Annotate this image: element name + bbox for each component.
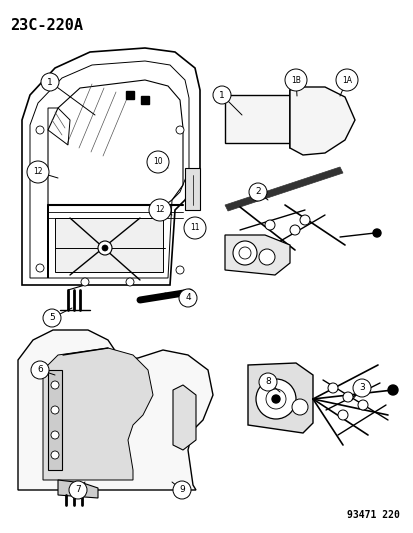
Circle shape bbox=[327, 383, 337, 393]
Circle shape bbox=[372, 229, 380, 237]
Bar bbox=[141, 96, 149, 104]
Bar bbox=[126, 91, 134, 99]
Text: 1: 1 bbox=[47, 77, 53, 86]
Polygon shape bbox=[173, 385, 195, 450]
Circle shape bbox=[173, 481, 190, 499]
Circle shape bbox=[36, 126, 44, 134]
Circle shape bbox=[183, 217, 206, 239]
Circle shape bbox=[149, 199, 171, 221]
Circle shape bbox=[266, 389, 285, 409]
Circle shape bbox=[176, 126, 183, 134]
Text: 9: 9 bbox=[179, 486, 185, 495]
Circle shape bbox=[147, 151, 169, 173]
Circle shape bbox=[51, 431, 59, 439]
Circle shape bbox=[176, 266, 183, 274]
Polygon shape bbox=[224, 235, 289, 275]
Circle shape bbox=[271, 395, 279, 403]
Circle shape bbox=[36, 264, 44, 272]
Circle shape bbox=[31, 361, 49, 379]
Text: 12: 12 bbox=[155, 206, 164, 214]
Text: 2: 2 bbox=[254, 188, 260, 197]
Text: 12: 12 bbox=[33, 167, 43, 176]
Circle shape bbox=[27, 161, 49, 183]
Circle shape bbox=[69, 481, 87, 499]
Circle shape bbox=[284, 69, 306, 91]
Text: 93471 220: 93471 220 bbox=[346, 510, 399, 520]
Polygon shape bbox=[43, 348, 153, 480]
Circle shape bbox=[291, 399, 307, 415]
Circle shape bbox=[51, 406, 59, 414]
Polygon shape bbox=[289, 87, 354, 155]
Text: 1A: 1A bbox=[341, 76, 351, 85]
Text: 8: 8 bbox=[264, 377, 270, 386]
Circle shape bbox=[299, 215, 309, 225]
Circle shape bbox=[51, 451, 59, 459]
Circle shape bbox=[248, 183, 266, 201]
Circle shape bbox=[51, 381, 59, 389]
Circle shape bbox=[98, 241, 112, 255]
Circle shape bbox=[342, 392, 352, 402]
Text: 1B: 1B bbox=[290, 76, 300, 85]
Text: 6: 6 bbox=[37, 366, 43, 375]
Circle shape bbox=[41, 73, 59, 91]
Circle shape bbox=[178, 289, 197, 307]
Bar bbox=[48, 370, 62, 470]
Polygon shape bbox=[224, 167, 342, 211]
Circle shape bbox=[259, 249, 274, 265]
Circle shape bbox=[212, 86, 230, 104]
Text: 4: 4 bbox=[185, 294, 190, 303]
Text: 10: 10 bbox=[153, 157, 162, 166]
Text: 5: 5 bbox=[49, 313, 55, 322]
Circle shape bbox=[357, 400, 367, 410]
Polygon shape bbox=[247, 363, 312, 433]
Circle shape bbox=[259, 373, 276, 391]
Text: 23C-220A: 23C-220A bbox=[10, 18, 83, 33]
Circle shape bbox=[81, 278, 89, 286]
Circle shape bbox=[255, 379, 295, 419]
Text: 11: 11 bbox=[190, 223, 199, 232]
Circle shape bbox=[102, 245, 108, 251]
Text: 1: 1 bbox=[218, 91, 224, 100]
Polygon shape bbox=[55, 218, 163, 272]
Text: 3: 3 bbox=[358, 384, 364, 392]
Circle shape bbox=[43, 309, 61, 327]
Circle shape bbox=[289, 225, 299, 235]
Bar bbox=[224, 95, 289, 143]
Text: 7: 7 bbox=[75, 486, 81, 495]
Polygon shape bbox=[18, 330, 212, 490]
Polygon shape bbox=[58, 480, 98, 498]
Circle shape bbox=[352, 379, 370, 397]
Circle shape bbox=[264, 220, 274, 230]
Circle shape bbox=[233, 241, 256, 265]
Circle shape bbox=[335, 69, 357, 91]
Circle shape bbox=[238, 247, 250, 259]
Circle shape bbox=[387, 385, 397, 395]
Circle shape bbox=[337, 410, 347, 420]
Polygon shape bbox=[185, 168, 199, 210]
Circle shape bbox=[126, 278, 134, 286]
